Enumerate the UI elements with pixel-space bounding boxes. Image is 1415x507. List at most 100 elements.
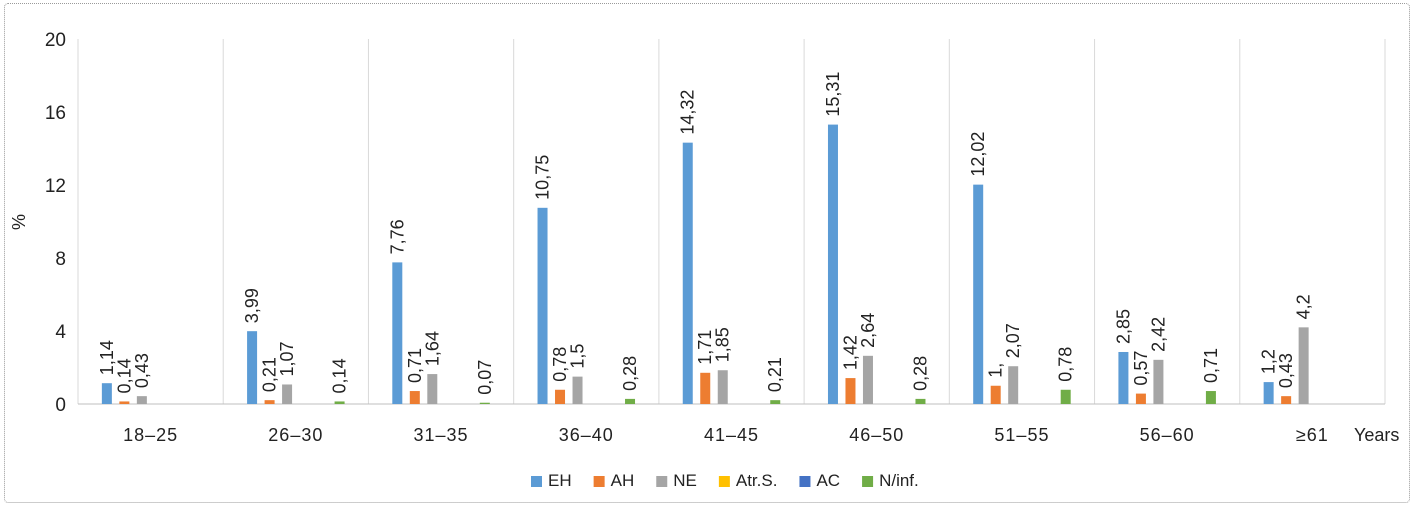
y-axis-label: % xyxy=(9,214,29,230)
bar-ah xyxy=(119,401,130,404)
bar-eh xyxy=(537,207,548,404)
data-label: 1,07 xyxy=(277,341,297,376)
data-label: 0,78 xyxy=(1056,347,1076,382)
data-label: 0,14 xyxy=(114,358,134,393)
bar-ne xyxy=(572,376,583,404)
legend-swatch xyxy=(531,476,542,487)
y-axis: 0 4 8 12 16 20 xyxy=(45,30,67,416)
x-tick-label: 26–30 xyxy=(268,425,323,445)
bar-ah xyxy=(1281,396,1292,404)
legend-entry: EH xyxy=(548,471,572,490)
data-label: 0,43 xyxy=(132,353,152,388)
bar-ne xyxy=(1298,327,1309,404)
data-label: 0,14 xyxy=(330,358,350,393)
x-tick-label: 46–50 xyxy=(849,425,904,445)
bar-ah xyxy=(1135,393,1146,404)
data-label: 7,76 xyxy=(387,219,407,254)
data-label: 1,71 xyxy=(695,330,715,365)
bar-ne xyxy=(427,374,438,404)
legend-swatch xyxy=(718,476,730,487)
legend-entry: NE xyxy=(673,471,697,490)
data-label: 1,64 xyxy=(422,331,442,366)
y-tick-label: 12 xyxy=(45,176,66,197)
data-label: 2,07 xyxy=(1003,323,1023,358)
bar-eh xyxy=(973,184,984,404)
y-tick-label: 0 xyxy=(55,395,66,416)
data-label: 2,42 xyxy=(1148,317,1168,352)
bar-eh xyxy=(101,383,112,404)
data-label: 2,64 xyxy=(858,313,878,348)
legend-entry: Atr.S. xyxy=(736,471,778,490)
bar-ne xyxy=(862,355,873,404)
data-label: 14,32 xyxy=(678,90,698,135)
data-label: 0,07 xyxy=(475,360,495,395)
bar-eh xyxy=(827,124,838,404)
bar-n-inf- xyxy=(1060,389,1071,404)
data-label: 0,71 xyxy=(1201,348,1221,383)
data-label: 3,99 xyxy=(242,288,262,323)
gridlines xyxy=(77,39,1386,405)
x-axis-label: Years xyxy=(1354,425,1399,445)
data-label: 1,42 xyxy=(840,335,860,370)
bar-n-inf- xyxy=(1205,391,1216,404)
data-label: 15,31 xyxy=(823,72,843,117)
bar-n-inf- xyxy=(334,401,345,404)
bar-ah xyxy=(409,391,420,404)
data-label: 2,85 xyxy=(1113,309,1133,344)
data-label: 12,02 xyxy=(968,132,988,177)
bar-n-inf- xyxy=(479,402,490,404)
bar-ah xyxy=(555,389,566,404)
bar-ah xyxy=(264,400,275,404)
data-label: 0,21 xyxy=(765,357,785,392)
bar-n-inf- xyxy=(770,400,781,404)
bar-n-inf- xyxy=(625,398,636,404)
x-tick-label: 56–60 xyxy=(1140,425,1195,445)
data-label: 0,78 xyxy=(550,347,570,382)
bar-ne xyxy=(1153,359,1164,404)
x-tick-label: 36–40 xyxy=(559,425,614,445)
data-label: 1,85 xyxy=(713,327,733,362)
y-tick-label: 4 xyxy=(55,322,66,343)
x-axis: 18–25 26–30 31–35 36–40 41–45 46–50 51–55 56–60… xyxy=(123,425,1329,445)
data-label: 1,5 xyxy=(568,344,588,369)
data-label: 4,2 xyxy=(1294,294,1314,319)
legend-entry: N/inf. xyxy=(879,471,919,490)
x-tick-label: 31–35 xyxy=(414,425,469,445)
bar-eh xyxy=(392,262,403,404)
data-label: 1,2 xyxy=(1259,349,1279,374)
data-label: 0,43 xyxy=(1276,353,1296,388)
legend-entry: AC xyxy=(816,471,840,490)
bar-ah xyxy=(845,378,856,404)
bar-ne xyxy=(282,384,293,404)
legend-swatch xyxy=(799,476,811,487)
data-label: 0,28 xyxy=(620,356,640,391)
bar-eh xyxy=(247,331,258,404)
x-tick-label: ≥61 xyxy=(1296,425,1329,445)
bars xyxy=(101,124,1309,404)
data-label: 0,71 xyxy=(405,348,425,383)
bar-ah xyxy=(700,372,711,404)
data-label: 1,14 xyxy=(97,340,117,375)
data-label: 0,21 xyxy=(260,357,280,392)
y-tick-label: 16 xyxy=(45,103,66,124)
bar-ah xyxy=(990,385,1001,404)
legend: EH AH NE Atr.S. AC N/inf. xyxy=(531,471,919,490)
legend-entry: AH xyxy=(611,471,635,490)
legend-swatch xyxy=(593,476,605,487)
y-tick-label: 8 xyxy=(55,249,66,270)
data-label: 1, xyxy=(986,363,1006,378)
bar-eh xyxy=(1263,382,1274,404)
y-tick-label: 20 xyxy=(45,30,66,51)
bar-ne xyxy=(136,396,147,404)
data-label: 10,75 xyxy=(533,155,553,200)
data-labels: 1,140,140,433,990,211,07 0,147,760,711,64… xyxy=(97,72,1314,395)
bar-eh xyxy=(1118,351,1129,404)
bar-eh xyxy=(682,142,693,404)
chart-frame xyxy=(4,3,1410,503)
data-label: 0,57 xyxy=(1131,351,1151,386)
legend-swatch xyxy=(656,476,668,487)
x-tick-label: 41–45 xyxy=(704,425,759,445)
bar-n-inf- xyxy=(915,398,926,404)
data-label: 0,28 xyxy=(910,356,930,391)
